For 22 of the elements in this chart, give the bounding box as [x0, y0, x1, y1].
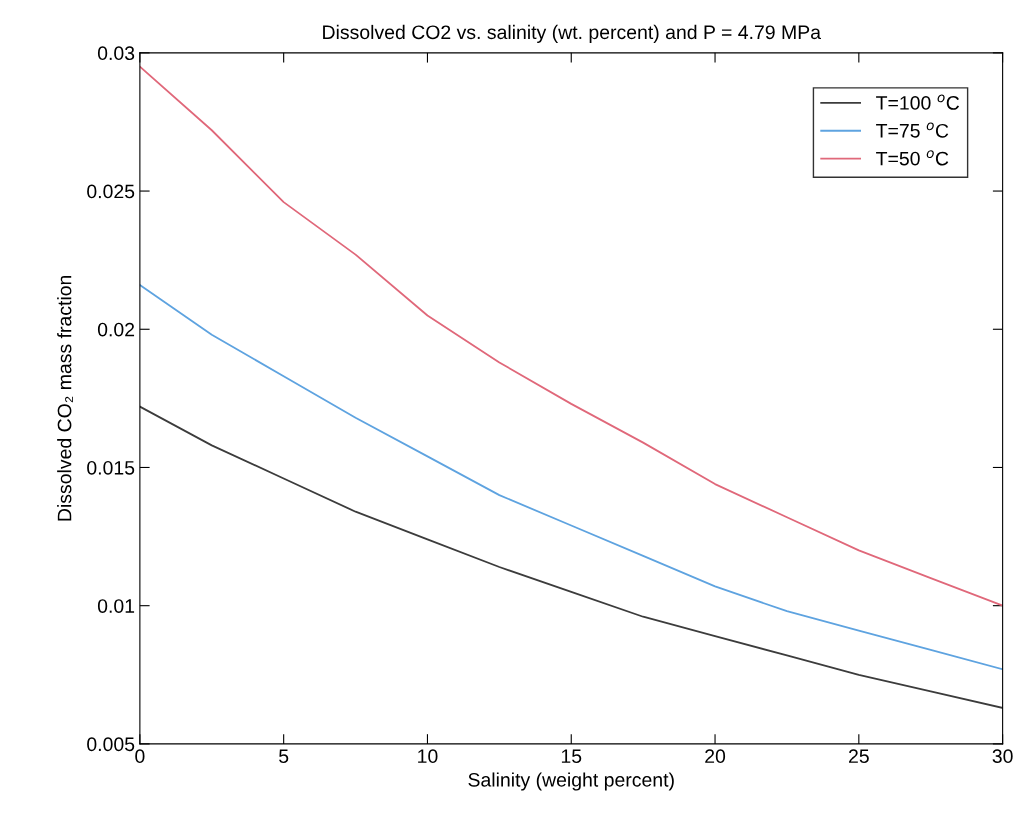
y-tick-label: 0.015 [87, 460, 135, 475]
line-series [139, 284, 1003, 671]
legend-label: T=50 $^{o}$C [876, 150, 949, 166]
y-axis-title: Dissolved CO₂ mass fraction [57, 275, 73, 521]
y-tick-label: 0.025 [87, 184, 135, 199]
chart-title: Dissolved CO2 vs. salinity (wt. percent) and P = 4.79 MPa [323, 24, 821, 43]
x-tick-label: 25 [849, 749, 869, 764]
y-tick-label: 0.01 [97, 599, 135, 613]
legend-label: T=100 $^{o}$C [876, 94, 960, 110]
y-tick-label: 0.03 [97, 46, 135, 61]
line-series [139, 405, 1003, 709]
x-tick-label: 0 [135, 749, 145, 764]
x-tick-label: 10 [418, 749, 438, 764]
y-tick-label: 0.02 [97, 322, 135, 337]
line-series [139, 65, 1003, 607]
x-tick-label: 30 [992, 749, 1013, 764]
x-axis-title: Salinity (weight percent) [468, 772, 674, 791]
x-tick-label: 20 [705, 749, 726, 764]
x-tick-label: 5 [279, 749, 289, 764]
legend-label: T=75 $^{o}$C [876, 122, 949, 138]
x-tick-label: 15 [561, 749, 582, 764]
y-tick-label: 0.005 [87, 737, 135, 752]
